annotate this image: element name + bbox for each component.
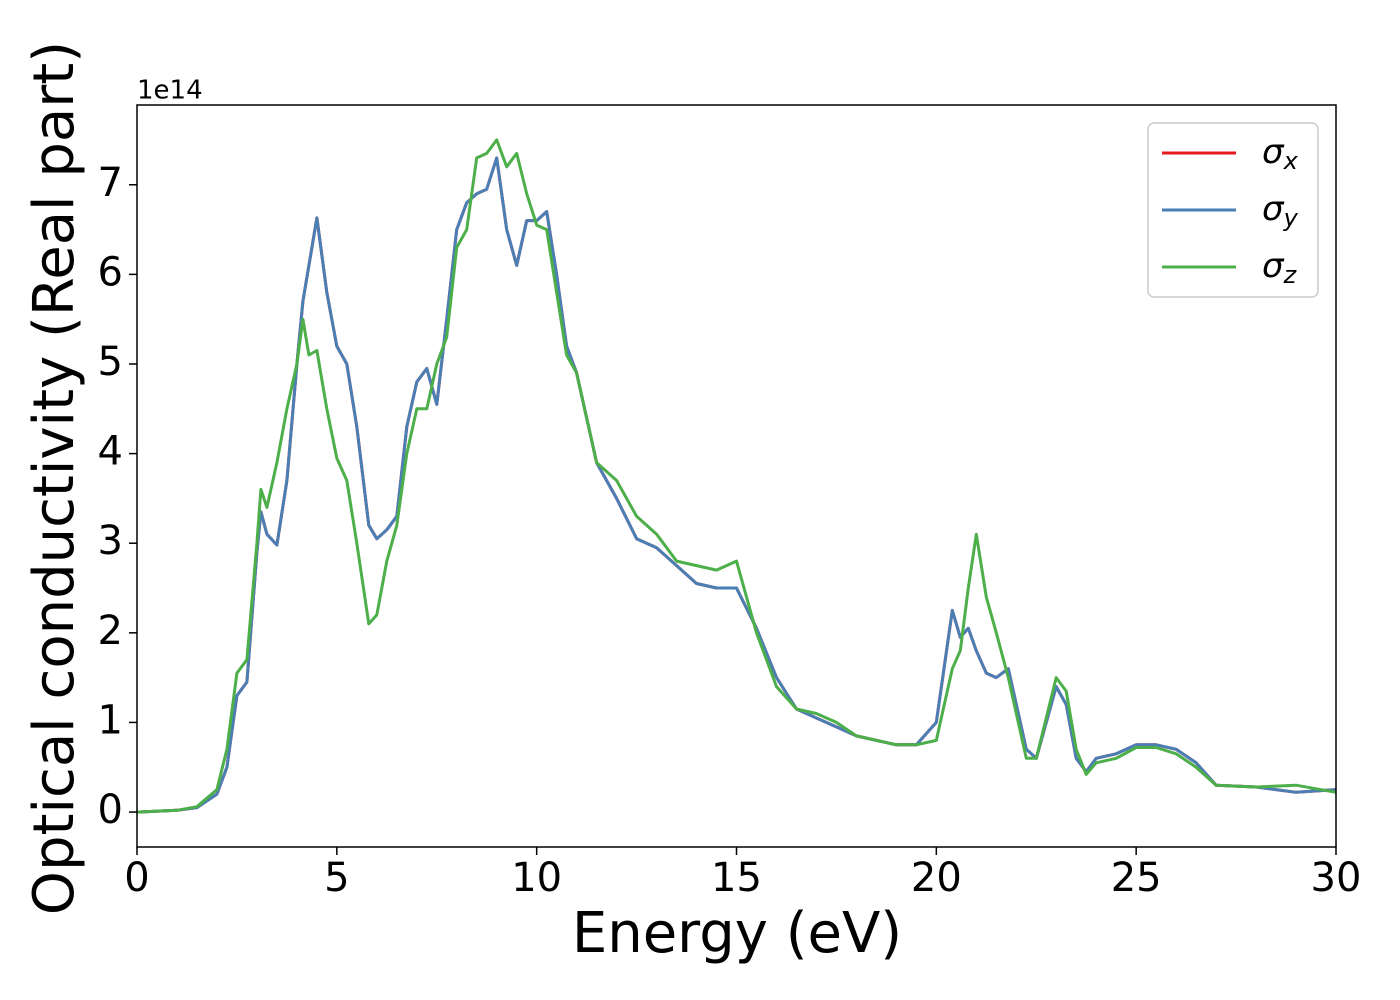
x-tick-label: 15	[711, 855, 762, 901]
y-tick-label: 2	[98, 608, 123, 654]
y-tick-label: 4	[98, 429, 123, 475]
x-tick-label: 5	[324, 855, 349, 901]
y-tick-label: 1	[98, 697, 123, 743]
y-tick-label: 3	[98, 518, 123, 564]
x-tick-label: 0	[124, 855, 149, 901]
y-tick-label: 6	[98, 249, 123, 295]
legend-label: σz	[1262, 246, 1298, 290]
x-tick-label: 10	[511, 855, 562, 901]
x-tick-label: 20	[911, 855, 962, 901]
y-axis-label: Optical conductivity (Real part)	[22, 41, 87, 915]
x-tick-label: 25	[1111, 855, 1162, 901]
plot-frame	[136, 104, 1337, 848]
legend-label: σy	[1262, 189, 1299, 233]
series-line	[136, 138, 1337, 814]
x-tick-label: 30	[1311, 855, 1362, 901]
y-tick-label: 5	[98, 339, 123, 385]
y-tick-label: 0	[98, 787, 123, 833]
legend-label: σx	[1262, 132, 1299, 176]
y-tick-label: 7	[98, 160, 123, 206]
offset-label: 1e14	[137, 76, 203, 106]
x-axis-label: Energy (eV)	[572, 901, 902, 966]
